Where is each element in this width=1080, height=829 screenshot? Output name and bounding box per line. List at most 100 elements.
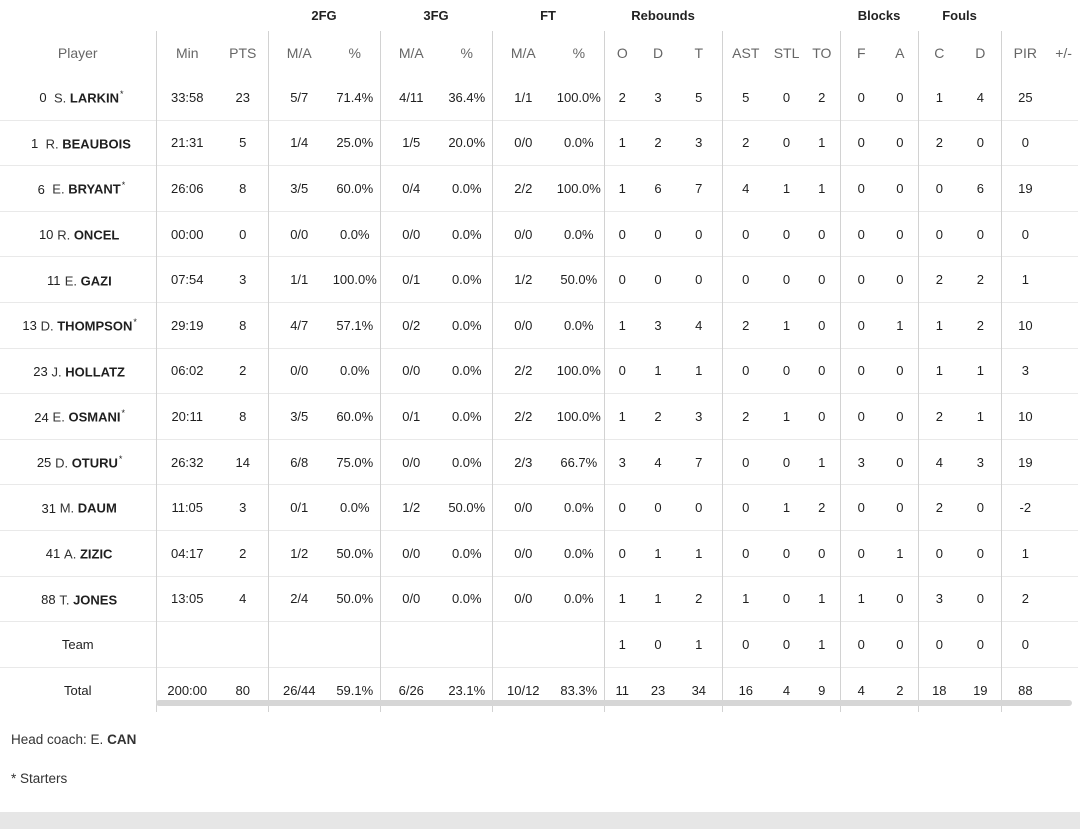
- stat-cell: 0: [721, 484, 770, 531]
- stat-cell: 26:32: [155, 438, 218, 485]
- stat-cell: 0.0%: [442, 438, 493, 485]
- stat-cell: 0: [640, 256, 677, 303]
- stat-cell: [1049, 347, 1079, 394]
- player-cell[interactable]: 24 E. OSMANI*: [0, 393, 156, 440]
- stat-cell: 0: [882, 210, 919, 257]
- stat-cell: 0: [804, 393, 841, 440]
- stat-cell: 0/0: [267, 210, 330, 257]
- stat-cell: [1049, 119, 1079, 166]
- column-header-row: Player Min PTS M/A% M/A% M/A% O D T AST STL TO F A C D P…: [0, 31, 1078, 75]
- player-number: 25: [36, 455, 52, 471]
- stat-cell: 10: [1000, 301, 1050, 349]
- player-number: 31: [41, 500, 56, 516]
- column-header-1: Min: [155, 31, 218, 75]
- starter-marker: *: [118, 453, 123, 464]
- stat-cell: 1/2: [491, 256, 555, 303]
- horizontal-scrollbar[interactable]: [156, 700, 1072, 706]
- stat-cell: 0: [676, 210, 723, 257]
- player-initial: J.: [51, 364, 62, 380]
- stat-cell: 0: [782, 89, 791, 105]
- stat-cell: 4: [676, 301, 723, 349]
- player-cell[interactable]: 0 S. LARKIN*: [0, 75, 156, 120]
- stat-cell: 0/0: [491, 529, 555, 577]
- column-header-10: D: [652, 45, 664, 61]
- stat-cell: 0: [769, 119, 805, 166]
- stat-cell: 1/4: [267, 119, 330, 166]
- player-lastname[interactable]: DAUM: [77, 500, 117, 516]
- stat-cell: 2: [218, 529, 268, 577]
- column-header-16: A: [895, 45, 905, 61]
- player-lastname[interactable]: OTURU: [71, 455, 118, 471]
- stat-cell: 1: [676, 621, 723, 668]
- stat-cell: 04:17: [155, 529, 218, 577]
- player-cell[interactable]: 11 E. GAZI: [0, 256, 156, 303]
- player-lastname[interactable]: BRYANT: [68, 181, 121, 197]
- player-lastname[interactable]: JONES: [73, 591, 118, 607]
- player-number: 1: [31, 136, 39, 152]
- stat-cell: 0/0: [379, 529, 443, 577]
- player-lastname[interactable]: ONCEL: [73, 227, 120, 243]
- stat-cell: 0: [896, 89, 904, 105]
- stat-cell: 0.0%: [554, 210, 605, 257]
- stat-cell: 60.0%: [330, 165, 381, 212]
- stat-cell: 3: [676, 393, 723, 440]
- stat-cell: 0: [804, 347, 841, 394]
- stat-cell: 0: [917, 529, 961, 577]
- player-cell[interactable]: 88 T. JONES: [0, 575, 156, 622]
- player-number: 11: [47, 272, 61, 288]
- stat-cell: 0: [721, 210, 770, 257]
- player-lastname[interactable]: THOMPSON: [57, 318, 133, 334]
- stat-cell: [1049, 438, 1079, 485]
- stat-cell: 2: [218, 347, 268, 394]
- player-initial: M.: [59, 500, 75, 516]
- stat-cell: 0.0%: [554, 119, 605, 166]
- head-coach-name: CAN: [107, 732, 137, 747]
- player-cell[interactable]: 6 E. BRYANT*: [0, 165, 156, 212]
- player-cell[interactable]: 10 R. ONCEL: [0, 210, 156, 257]
- table-row: 11 E. GAZI 07:54 3 1/1 100.0% 0/1 0.0% 1/2 50.0% 0…: [0, 256, 1079, 303]
- column-header-19: PIR: [1000, 31, 1050, 75]
- stat-cell: 0: [882, 438, 919, 485]
- group-2fg: 2FG: [311, 8, 337, 23]
- table-row: 25 D. OTURU* 26:32 14 6/8 75.0% 0/0 0.0% 2/3 66.7…: [0, 438, 1079, 485]
- stat-cell: 1: [640, 529, 677, 577]
- player-cell[interactable]: 25 D. OTURU*: [0, 438, 156, 485]
- stat-cell: 0/0: [379, 210, 443, 257]
- stat-cell: [1049, 301, 1079, 349]
- stat-cell: [330, 621, 381, 668]
- stat-cell: 0: [721, 529, 770, 577]
- stat-cell: 0: [769, 529, 805, 577]
- player-cell[interactable]: 31 M. DAUM: [0, 484, 156, 531]
- stat-cell: 0: [882, 575, 919, 622]
- stat-cell: 3/5: [267, 393, 330, 440]
- player-lastname[interactable]: ZIZIC: [79, 546, 113, 562]
- player-cell[interactable]: 23 J. HOLLATZ: [0, 347, 156, 394]
- player-initial: D.: [40, 318, 54, 334]
- stat-cell: 0: [1000, 119, 1050, 166]
- stat-cell: 0: [917, 621, 961, 668]
- stat-cell: [1049, 575, 1079, 622]
- stat-cell: 1: [1000, 256, 1050, 303]
- stat-cell: 1/1: [491, 75, 555, 121]
- player-lastname[interactable]: OSMANI: [68, 409, 121, 425]
- stat-cell: 1: [640, 575, 677, 622]
- stat-cell: 0: [839, 256, 883, 303]
- player-number: 13: [22, 318, 37, 334]
- stat-cell: 0/0: [491, 301, 555, 349]
- player-cell[interactable]: 41 A. ZIZIC: [0, 529, 156, 577]
- player-cell[interactable]: 13 D. THOMPSON*: [0, 301, 156, 349]
- table-row: 24 E. OSMANI* 20:11 8 3/5 60.0% 0/1 0.0% 2/2 100.…: [0, 393, 1079, 440]
- stat-cell: 0: [721, 621, 770, 668]
- player-lastname[interactable]: HOLLATZ: [65, 364, 125, 380]
- player-lastname[interactable]: LARKIN: [69, 90, 119, 106]
- stat-cell: 0: [960, 529, 1002, 577]
- player-lastname[interactable]: BEAUBOIS: [62, 136, 131, 152]
- column-header-15: F: [839, 31, 883, 75]
- stat-cell: 0/0: [491, 210, 555, 257]
- stat-cell: 100.0%: [556, 89, 601, 105]
- stat-cell: 21:31: [155, 119, 218, 166]
- player-cell[interactable]: 1 R. BEAUBOIS: [0, 119, 156, 166]
- column-header-6: %: [460, 45, 473, 61]
- player-lastname[interactable]: GAZI: [80, 272, 112, 288]
- stat-cell: 7: [676, 438, 723, 485]
